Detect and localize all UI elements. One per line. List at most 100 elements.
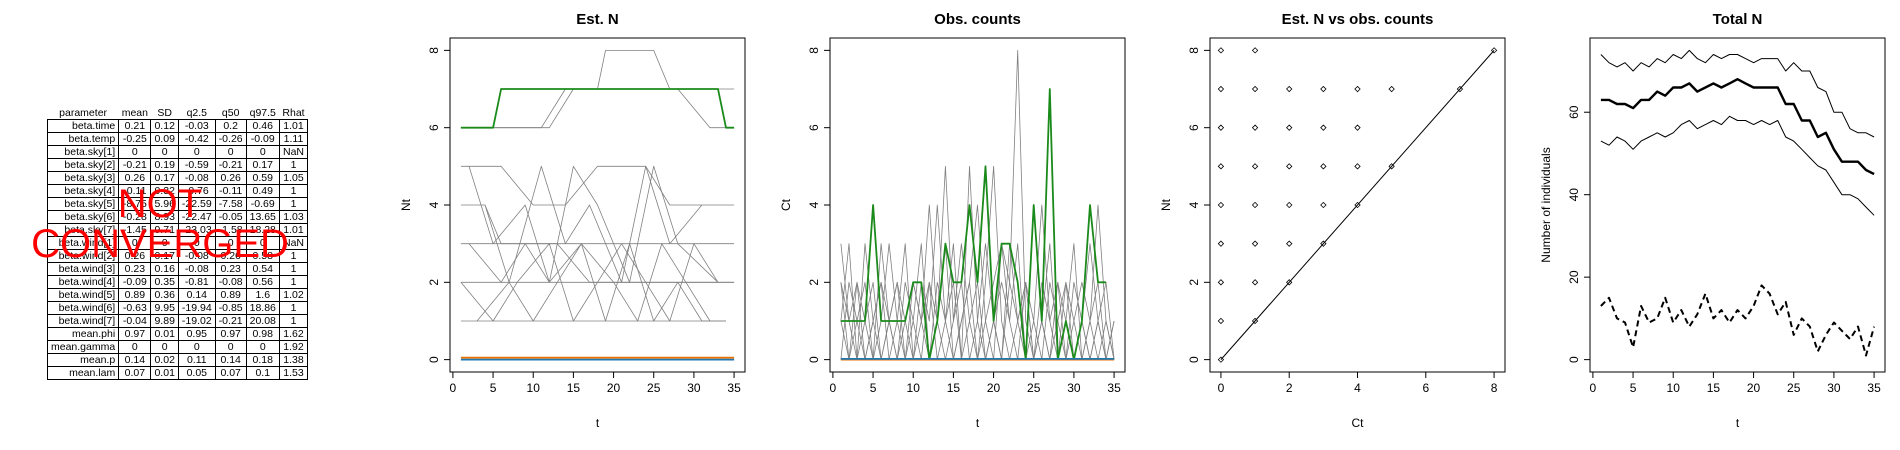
table-cell: 1 bbox=[278, 275, 309, 289]
y-tick-label: 0 bbox=[1187, 356, 1201, 363]
chart-total-n: Total N 0 5 10 15 20 25 30 35 0 20 40 60 t Number of i… bbox=[1539, 11, 1886, 430]
x-tick-label: 4 bbox=[1354, 381, 1361, 395]
x-tick-label: 0 bbox=[1590, 381, 1597, 395]
y-tick-label: 0 bbox=[807, 356, 821, 363]
table-cell: 1 bbox=[278, 314, 309, 328]
x-tick-label: 35 bbox=[1107, 381, 1121, 395]
table-cell: 0.14 bbox=[214, 353, 247, 367]
x-tick-label: 35 bbox=[727, 381, 741, 395]
y-tick-label: 20 bbox=[1567, 270, 1581, 284]
table-row: beta.wind[2] 0.26 0.17 -0.08 0.26 0.58 1 bbox=[46, 249, 309, 263]
table-cell: 0.17 bbox=[245, 158, 280, 172]
y-tick-label: 4 bbox=[1187, 201, 1201, 208]
scatter-point bbox=[1286, 240, 1293, 247]
table-cell: 0 bbox=[214, 145, 247, 159]
table-cell: 0.14 bbox=[118, 353, 152, 367]
table-cell: 0.35 bbox=[150, 275, 179, 289]
plot-frame bbox=[1589, 37, 1886, 373]
x-axis-label: Ct bbox=[1352, 416, 1365, 430]
table-cell: 0 bbox=[118, 145, 152, 159]
series-line bbox=[840, 88, 1106, 361]
scatter-point bbox=[1320, 124, 1327, 131]
table-cell: 9.95 bbox=[150, 301, 179, 315]
scatter-point bbox=[1217, 201, 1225, 209]
parameter-name-cell: beta.temp bbox=[46, 132, 120, 146]
table-cell: 0.2 bbox=[214, 119, 247, 133]
parameter-name-cell: mean.p bbox=[46, 353, 120, 367]
table-cell: -0.26 bbox=[214, 132, 247, 146]
table-cell: 0.19 bbox=[150, 158, 179, 172]
table-cell: 0.95 bbox=[177, 327, 216, 341]
parameter-name-cell: mean.lam bbox=[46, 366, 120, 380]
chart-title: Total N bbox=[1713, 11, 1763, 28]
y-tick-label: 40 bbox=[1567, 188, 1581, 202]
scatter-point bbox=[1354, 124, 1361, 131]
x-tick-label: 25 bbox=[647, 381, 661, 395]
x-tick-label: 0 bbox=[1218, 381, 1225, 395]
table-row: beta.sky[1] 0 0 0 0 0 NaN bbox=[46, 145, 309, 159]
table-cell: 0.98 bbox=[245, 327, 280, 341]
table-cell: 0.17 bbox=[150, 171, 179, 185]
table-cell: 0 bbox=[150, 340, 179, 354]
table-cell: -0.09 bbox=[118, 275, 152, 289]
scatter-point bbox=[1388, 85, 1395, 93]
x-tick-label: 5 bbox=[1630, 381, 1637, 395]
table-cell: 1 bbox=[278, 158, 309, 172]
table-cell: 1.05 bbox=[278, 171, 309, 185]
table-cell: 0.26 bbox=[118, 171, 152, 185]
table-cell: 0.89 bbox=[118, 288, 152, 302]
table-cell: -8.75 bbox=[118, 197, 152, 211]
scatter-point bbox=[1217, 47, 1225, 54]
y-tick-label: 4 bbox=[427, 201, 441, 208]
series-line bbox=[840, 165, 1115, 361]
table-cell: 1.11 bbox=[278, 132, 309, 146]
series-line bbox=[476, 243, 711, 322]
series-line bbox=[840, 165, 1115, 361]
plot-area bbox=[1217, 47, 1498, 363]
chart-title: Obs. counts bbox=[934, 11, 1021, 28]
y-tick-label: 2 bbox=[1187, 279, 1201, 286]
x-tick-label: 20 bbox=[987, 381, 1001, 395]
table-header-row: parameter mean SD q2.5 q50 q97.5 Rhat bbox=[48, 106, 308, 120]
table-cell: -0.63 bbox=[118, 301, 152, 315]
table-cell: -0.69 bbox=[245, 197, 280, 211]
table-cell: 0.16 bbox=[150, 262, 179, 276]
chart-obs-counts: Obs. counts 0 5 10 15 20 25 30 35 0 2 4 6 8 t Ct bbox=[779, 11, 1126, 430]
table-cell: -0.05 bbox=[214, 210, 247, 224]
x-tick-label: 25 bbox=[1027, 381, 1041, 395]
x-tick-label: 5 bbox=[870, 381, 877, 395]
x-axis-label: t bbox=[1736, 416, 1740, 430]
overlay-line-1: NOT bbox=[117, 182, 203, 226]
table-cell: 0 bbox=[214, 340, 247, 354]
table-header-cell: q50 bbox=[221, 106, 240, 119]
scatter-point bbox=[1251, 124, 1259, 131]
scatter-point bbox=[1286, 163, 1293, 170]
x-tick-label: 35 bbox=[1867, 381, 1881, 395]
series-line bbox=[468, 165, 719, 283]
table-cell: 0 bbox=[150, 145, 179, 159]
table-cell: 0.09 bbox=[150, 132, 179, 146]
y-tick-label: 4 bbox=[807, 201, 821, 208]
table-header-cell: Rhat bbox=[282, 106, 305, 119]
table-cell: -19.94 bbox=[177, 301, 216, 315]
scatter-point bbox=[1251, 317, 1259, 325]
scatter-point bbox=[1217, 317, 1225, 325]
x-axis-label: t bbox=[596, 416, 600, 430]
table-row: beta.sky[4] -0.11 0.32 -0.76 -0.11 0.49 1 bbox=[46, 184, 309, 198]
table-cell: -1.45 bbox=[118, 223, 152, 237]
table-cell: 0.1 bbox=[245, 366, 280, 380]
table-header-cell: q97.5 bbox=[249, 106, 276, 119]
parameter-name-cell: beta.sky[3] bbox=[46, 171, 120, 185]
y-axis-label: Number of individuals bbox=[1539, 147, 1553, 262]
series-line bbox=[1600, 77, 1875, 176]
plot-area bbox=[460, 50, 735, 361]
table-cell: 0.01 bbox=[150, 327, 179, 341]
x-tick-label: 8 bbox=[1491, 381, 1498, 395]
table-cell: 0.07 bbox=[214, 366, 247, 380]
table-cell: NaN bbox=[278, 145, 309, 159]
identity-line bbox=[1220, 50, 1495, 360]
parameter-name-cell: mean.gamma bbox=[46, 340, 120, 354]
scatter-point bbox=[1217, 85, 1225, 93]
parameter-name-cell: beta.sky[1] bbox=[46, 145, 120, 159]
series-line bbox=[460, 88, 735, 129]
